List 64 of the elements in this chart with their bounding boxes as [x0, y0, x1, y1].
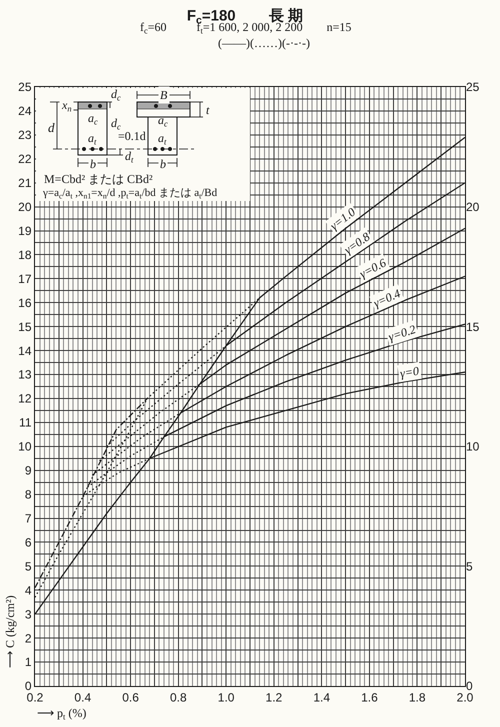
annotation: d$_{c}$ — [111, 87, 121, 103]
y2-tick-label: 5 — [466, 559, 473, 574]
y2-tick-label: 10 — [466, 440, 480, 454]
text: γ=0.2 — [386, 322, 418, 344]
y2-tick-label: 20 — [466, 200, 480, 214]
annotation: b — [160, 157, 166, 171]
y-tick-label: 20 — [18, 200, 32, 214]
y-axis-title: ⟶ C (kg/cm²) — [3, 595, 17, 668]
x-tick-label: 2.0 — [456, 690, 474, 704]
y-tick-label: 15 — [18, 320, 32, 334]
annotation: a$_{t}$ — [88, 131, 97, 147]
annotation: =0.1d — [118, 129, 146, 143]
annotation: t — [206, 103, 210, 117]
y-tick-label: 11 — [19, 416, 32, 430]
text: γ=0 — [399, 364, 420, 380]
y-tick-label: 14 — [18, 344, 32, 358]
annotation: x$_{n}$ — [61, 98, 72, 114]
annotation: B — [160, 88, 168, 102]
x-tick-label: 1.2 — [266, 690, 283, 704]
y-tick-label: 17 — [18, 272, 32, 286]
y2-tick-label: 15 — [466, 320, 480, 334]
y-tick-label: 1 — [24, 655, 32, 670]
text: γ=0.4 — [371, 286, 402, 310]
y-tick-label: 7 — [24, 511, 32, 526]
y-tick-label: 25 — [18, 80, 32, 94]
x-tick-label: 1.4 — [313, 690, 330, 704]
y-tick-label: 10 — [18, 440, 32, 454]
annotation: d$_{c}$ — [111, 116, 121, 132]
y-tick-label: 6 — [24, 535, 32, 550]
y-tick-label: 12 — [18, 392, 32, 406]
annotation: a$_{c}$ — [88, 111, 98, 127]
x-tick-label: 0.6 — [122, 690, 140, 704]
y-tick-label: 18 — [18, 248, 32, 262]
y-tick-label: 3 — [24, 607, 32, 622]
x-tick-label: 0.4 — [74, 690, 92, 704]
annotation: M=Cbd² または CBd² — [44, 172, 154, 186]
y2-tick-label: 0 — [466, 679, 473, 694]
y-tick-label: 5 — [24, 559, 32, 574]
y-tick-label: 8 — [24, 488, 32, 502]
annotation: d — [48, 120, 55, 135]
y-tick-label: 24 — [18, 104, 32, 118]
annotation: b — [90, 157, 96, 171]
annotation: d$_{t}$ — [125, 149, 134, 165]
x-tick-label: 1.6 — [361, 690, 378, 704]
y-tick-label: 0 — [24, 679, 32, 694]
y-tick-label: 13 — [18, 368, 32, 382]
x-axis-title: ⟶ p$_{t}$ (%) — [37, 706, 86, 722]
annotation: a$_{c}$ — [158, 113, 168, 129]
y-tick-label: 21 — [18, 176, 32, 190]
y-tick-label: 19 — [18, 224, 32, 238]
x-tick-label: 0.8 — [170, 690, 187, 704]
y-tick-label: 23 — [18, 128, 32, 142]
y-tick-label: 4 — [24, 583, 32, 598]
y-tick-label: 9 — [24, 464, 32, 478]
x-tick-label: 0.2 — [26, 690, 44, 704]
y-tick-label: 16 — [18, 296, 32, 310]
text: γ=a$_{c}$/a$_{t}$ ,x$_{n1}$=x$_{n}$/d ,p$_{t}$=a$_{t}$/bd または a$_{t}$/Bd — [43, 187, 218, 200]
y-tick-label: 2 — [24, 631, 32, 646]
x-tick-label: 1.0 — [218, 690, 235, 704]
x-tick-label: 1.8 — [408, 690, 426, 704]
text: (——)(……)(-·-·-) — [218, 36, 310, 50]
y-tick-label: 22 — [18, 152, 32, 166]
y2-tick-label: 25 — [466, 80, 480, 94]
annotation: a$_{t}$ — [158, 131, 167, 147]
